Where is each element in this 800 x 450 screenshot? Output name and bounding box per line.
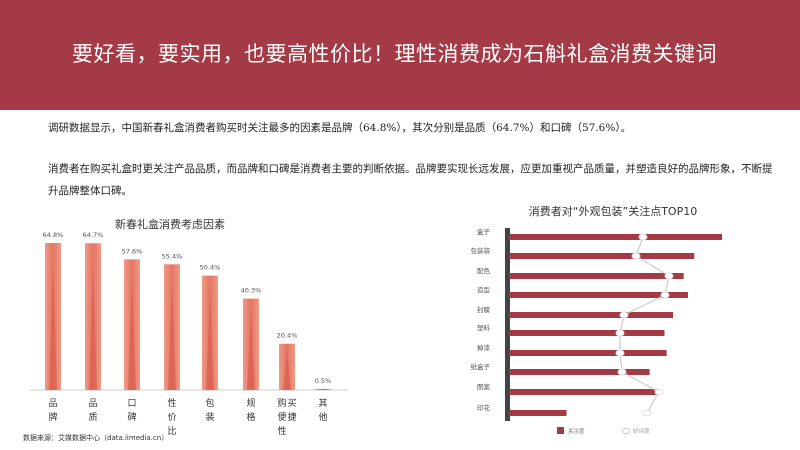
hbar-7 (509, 369, 650, 375)
hcategory-label-5: 塑料 (477, 323, 491, 332)
category-label-4: 包 (205, 397, 214, 409)
line-point-6 (615, 349, 625, 357)
hcategory-label-8: 图案 (477, 382, 491, 391)
category-label-1: 品 (88, 398, 97, 409)
hcategory-label-2: 配色 (477, 266, 491, 275)
bar-shade-3 (168, 283, 176, 390)
data-label-5: 40.3% (241, 287, 262, 295)
data-label-2: 57.6% (122, 247, 143, 255)
hcategory-label-9: 印花 (477, 403, 491, 412)
line-point-7 (617, 368, 627, 376)
line-point-0 (638, 233, 648, 241)
line-point-1 (631, 252, 641, 260)
category-label-3: 价 (167, 412, 176, 423)
category-label-3: 性 (167, 397, 176, 409)
hbar-8 (509, 389, 661, 395)
hbar-0 (509, 234, 722, 240)
category-label-4: 装 (205, 411, 214, 423)
hcategory-label-6: 掉漆 (477, 343, 491, 352)
bar-shade-6 (283, 350, 291, 390)
header-banner: 要好看，要实用，也要高性价比！理性消费成为石斛礼盒消费关键词 (0, 0, 800, 110)
hbar-3 (509, 292, 688, 298)
bar-shade-1 (89, 265, 97, 390)
line-point-3 (660, 291, 670, 299)
data-label-1: 64.7% (83, 231, 104, 239)
data-label-3: 55.4% (162, 252, 183, 260)
hcategory-label-1: 包装袋 (471, 246, 491, 255)
hbar-5 (509, 330, 665, 336)
category-label-6: 买 (287, 398, 296, 409)
data-label-7: 0.5% (315, 377, 332, 385)
line-point-4 (619, 311, 629, 319)
category-label-0: 牌 (48, 411, 57, 423)
bar-shade-2 (128, 278, 136, 390)
data-label-0: 64.8% (43, 231, 64, 239)
category-label-3: 比 (167, 425, 176, 437)
data-source: 数据来源：艾媒数据中心（data.iimedia.cn） (23, 434, 169, 442)
category-label-5: 格 (246, 411, 255, 423)
legend-label-attention: 关注度 (568, 427, 585, 435)
legend-label-rating: 好评度 (633, 427, 650, 435)
category-label-6: 便 (277, 411, 286, 423)
hcategory-label-3: 造型 (477, 285, 491, 294)
category-label-1: 质 (88, 411, 97, 423)
hbar-4 (509, 312, 674, 318)
data-label-6: 20.4% (277, 332, 298, 340)
chart1-title: 新春礼盒消费考虑因素 (115, 217, 225, 231)
category-label-5: 规 (246, 398, 255, 409)
hbar-6 (509, 350, 667, 356)
line-point-9 (642, 409, 652, 417)
category-label-2: 口 (127, 399, 136, 409)
chart2-axis (505, 228, 510, 421)
line-point-5 (615, 329, 625, 337)
chart2-title: 消费者对“外观包装”关注点TOP10 (529, 204, 697, 218)
line-point-8 (654, 388, 664, 396)
hcategory-label-7: 纸盒子 (471, 362, 491, 371)
hcategory-label-4: 封膜 (477, 305, 491, 314)
bar-shade-5 (247, 312, 255, 390)
category-label-0: 品 (48, 398, 57, 409)
paragraph-2: 消费者在购买礼盒时更关注产品品质，而品牌和口碑是消费者主要的判断依据。品牌要实现… (48, 163, 773, 197)
hbar-1 (509, 253, 695, 259)
legend-swatch-attention (557, 427, 564, 434)
legend-swatch-rating (621, 428, 631, 434)
category-label-6: 购 (277, 397, 286, 409)
data-label-4: 50.4% (200, 264, 221, 272)
bar-shade-7 (319, 389, 327, 390)
category-label-7: 其 (318, 398, 327, 409)
hbar-9 (509, 410, 567, 416)
line-point-2 (664, 272, 674, 280)
hbar-2 (509, 273, 684, 279)
category-label-7: 他 (318, 411, 327, 423)
page-title: 要好看，要实用，也要高性价比！理性消费成为石斛礼盒消费关键词 (72, 42, 717, 66)
category-label-2: 碑 (127, 411, 136, 423)
bar-shade-4 (206, 292, 214, 390)
paragraph-1: 调研数据显示，中国新春礼盒消费者购买时关注最多的因素是品牌（64.8%），其次分… (48, 122, 632, 134)
category-label-6: 性 (277, 425, 286, 437)
hcategory-label-0: 盒子 (477, 227, 491, 236)
category-label-6: 捷 (287, 411, 296, 423)
line-series (619, 236, 670, 414)
bar-shade-0 (49, 265, 57, 390)
